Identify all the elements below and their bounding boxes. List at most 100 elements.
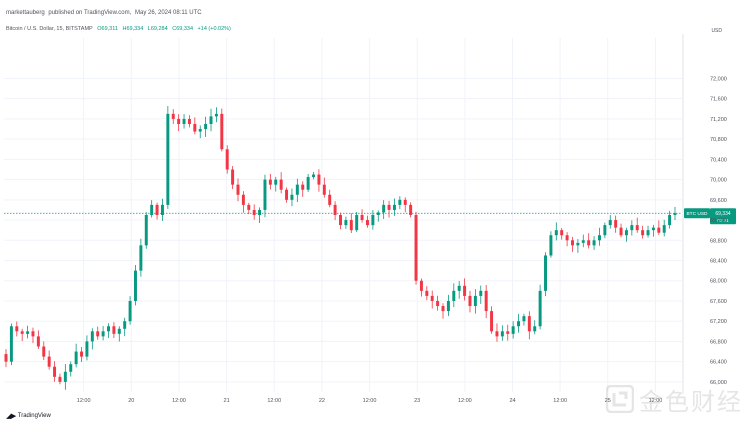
candle bbox=[533, 320, 537, 335]
candle bbox=[608, 215, 612, 229]
x-tick-label: 12:00 bbox=[77, 398, 91, 404]
last-price-symbol-badge bbox=[684, 208, 710, 219]
x-tick-label: 23 bbox=[414, 398, 420, 404]
x-tick-label: 20 bbox=[128, 398, 134, 404]
candle bbox=[225, 145, 229, 174]
jinse-logo-icon bbox=[606, 385, 634, 413]
candle bbox=[171, 109, 175, 124]
candle bbox=[241, 191, 245, 213]
footer: ◢▶ TradingView bbox=[6, 412, 51, 420]
candle bbox=[457, 280, 461, 299]
candle bbox=[90, 328, 94, 350]
candle bbox=[603, 222, 607, 239]
candle bbox=[26, 325, 30, 339]
x-tick-label: 12:00 bbox=[458, 398, 472, 404]
candle bbox=[112, 322, 116, 338]
last-price-symbol: BTC USD bbox=[686, 211, 708, 217]
close-value: C69,334 bbox=[172, 26, 194, 32]
candle bbox=[635, 217, 639, 233]
candle bbox=[673, 206, 677, 221]
candle bbox=[63, 364, 67, 390]
candle bbox=[322, 177, 326, 198]
candle bbox=[31, 327, 35, 344]
candle bbox=[107, 323, 110, 339]
candle bbox=[468, 290, 472, 313]
candle bbox=[544, 252, 547, 297]
change-value: +14 (+0.02%) bbox=[197, 26, 231, 32]
candle bbox=[592, 236, 596, 250]
author-name[interactable]: markettauberg bbox=[6, 10, 45, 16]
candle bbox=[436, 295, 440, 311]
candle bbox=[198, 125, 202, 139]
candle bbox=[80, 346, 84, 362]
candle bbox=[587, 233, 591, 249]
bar-countdown: 03:51 bbox=[717, 218, 729, 223]
candle bbox=[15, 321, 19, 337]
y-tick-label: 67,200 bbox=[710, 319, 727, 325]
price-axis[interactable]: 72,000 71,600 71,200 70,800 70,400 70,000 69,6… bbox=[710, 76, 727, 385]
candle bbox=[495, 323, 499, 342]
candle bbox=[285, 187, 289, 203]
candle bbox=[565, 232, 569, 247]
currency-label[interactable]: USD bbox=[711, 28, 722, 34]
y-tick-label: 71,600 bbox=[710, 97, 727, 103]
candle bbox=[371, 210, 375, 230]
candle bbox=[58, 373, 62, 385]
candle bbox=[220, 108, 224, 152]
candle bbox=[376, 210, 380, 222]
y-tick-label: 70,000 bbox=[710, 178, 727, 184]
time-axis[interactable]: 12:00 20 12:00 21 12:00 22 12:00 23 12:00 24 12:00… bbox=[77, 398, 663, 404]
watermark-text: 金色财经 bbox=[639, 387, 743, 416]
candle bbox=[274, 176, 278, 192]
candle bbox=[662, 219, 666, 237]
x-tick-label: 22 bbox=[319, 398, 325, 404]
y-tick-label: 66,000 bbox=[710, 380, 727, 386]
candle bbox=[204, 116, 208, 137]
x-tick-label: 12:00 bbox=[172, 398, 186, 404]
candle bbox=[69, 361, 73, 377]
x-tick-label: 25 bbox=[605, 398, 611, 404]
candle bbox=[430, 290, 434, 309]
candle bbox=[150, 200, 154, 218]
last-price-value: 69,334 bbox=[715, 211, 731, 217]
x-tick-label: 12:00 bbox=[363, 398, 377, 404]
candle bbox=[387, 200, 391, 218]
candle bbox=[446, 294, 450, 317]
candle bbox=[452, 283, 456, 308]
candle bbox=[193, 117, 197, 135]
candle bbox=[128, 296, 132, 325]
y-tick-label: 71,200 bbox=[710, 117, 727, 123]
candle bbox=[144, 212, 148, 249]
open-value: O69,311 bbox=[97, 26, 118, 32]
candle bbox=[538, 284, 542, 330]
candle bbox=[500, 325, 504, 341]
candle bbox=[306, 174, 310, 192]
candle bbox=[576, 238, 580, 253]
candle bbox=[506, 324, 510, 341]
last-price-badge bbox=[710, 208, 736, 225]
candle bbox=[630, 220, 634, 236]
candle bbox=[522, 313, 526, 326]
candle bbox=[85, 335, 89, 361]
candle bbox=[117, 326, 121, 342]
y-tick-label: 66,400 bbox=[710, 360, 727, 366]
candle bbox=[139, 238, 143, 277]
candle bbox=[328, 189, 332, 208]
x-tick-label: 21 bbox=[224, 398, 230, 404]
candle bbox=[365, 215, 369, 228]
watermark: 金色财经 bbox=[606, 382, 746, 416]
candle bbox=[160, 198, 164, 221]
symbol-name[interactable]: Bitcoin / U.S. Dollar, 15, BITSTAMP bbox=[6, 26, 93, 32]
tradingview-logo-icon[interactable]: ◢▶ bbox=[6, 413, 16, 420]
candle bbox=[641, 225, 645, 239]
y-tick-label: 69,200 bbox=[710, 218, 727, 224]
candle bbox=[554, 222, 558, 241]
candle bbox=[511, 321, 515, 339]
candle bbox=[312, 172, 316, 180]
candle bbox=[295, 178, 299, 203]
brand-name[interactable]: TradingView bbox=[17, 413, 51, 419]
candle bbox=[20, 328, 24, 342]
publish-date: May 26, 2024 08:11 UTC bbox=[134, 10, 202, 16]
candle bbox=[490, 306, 494, 334]
